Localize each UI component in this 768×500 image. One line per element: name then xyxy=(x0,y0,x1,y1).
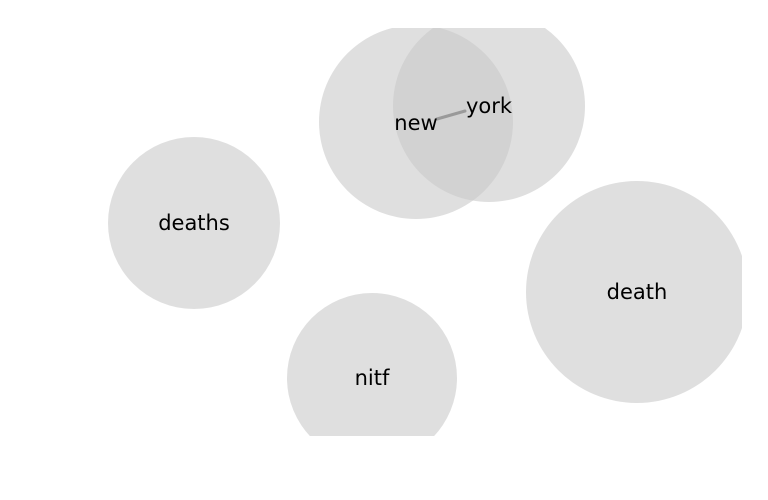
node-circle-york xyxy=(393,28,585,202)
node-label-new: new xyxy=(394,111,437,135)
node-label-deaths: deaths xyxy=(158,211,230,235)
node-label-york: york xyxy=(466,94,513,118)
node-circle-deaths xyxy=(108,137,280,309)
node-label-nitf: nitf xyxy=(355,366,390,390)
plot-area: deaths new york death nitf xyxy=(108,28,742,436)
node-label-death: death xyxy=(607,280,668,304)
node-circle-nitf xyxy=(287,293,457,436)
node-circle-death xyxy=(526,181,742,403)
edge-new-york xyxy=(435,109,467,121)
